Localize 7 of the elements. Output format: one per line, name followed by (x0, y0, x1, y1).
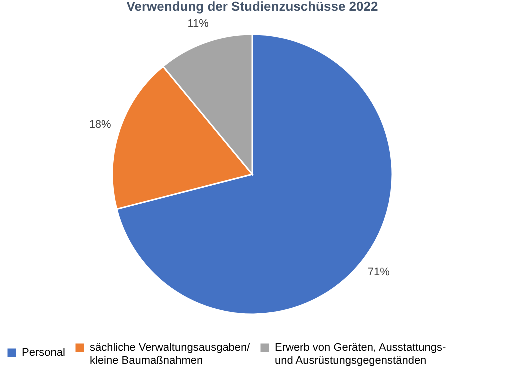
legend-label: sächliche Verwaltungsausgaben/ kleine Baumaßnahmen (90, 342, 252, 367)
legend-label: Erwerb von Geräten, Ausstattungs- und Ausrüstungsgegenständen (275, 342, 447, 367)
chart-title: Verwendung der Studienzuschüsse 2022 (126, 0, 378, 14)
data-label: 11% (188, 18, 210, 30)
legend-label: Personal (22, 347, 66, 359)
data-label: 71% (368, 266, 390, 279)
data-label: 18% (89, 119, 112, 132)
